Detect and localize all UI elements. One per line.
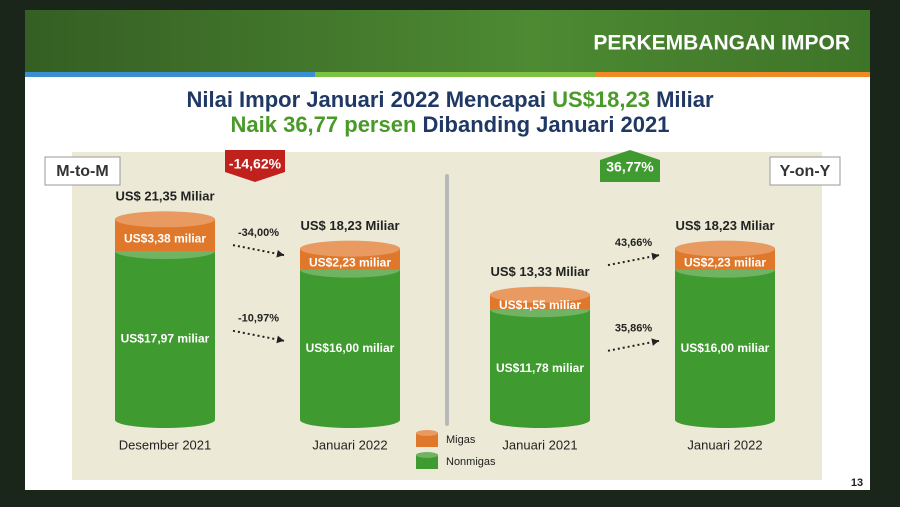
change-label: 43,66% — [615, 237, 653, 249]
headline: Nilai Impor Januari 2022 Mencapai US$18,… — [186, 87, 713, 112]
change-arrow — [607, 254, 660, 267]
bar — [490, 309, 590, 420]
header-stripe — [595, 72, 870, 77]
cylinder-cap — [300, 240, 400, 257]
change-arrow — [232, 244, 285, 257]
value-label: US$17,97 miliar — [121, 332, 210, 346]
x-tick-label: Januari 2021 — [502, 437, 577, 452]
bar — [300, 269, 400, 420]
header-title: PERKEMBANGAN IMPOR — [593, 32, 850, 55]
cylinder-cap — [115, 211, 215, 228]
legend-swatch-cap — [416, 452, 438, 458]
change-badge — [600, 150, 660, 182]
headline-highlight: US$18,23 — [552, 87, 650, 112]
cylinder-cap — [490, 286, 590, 303]
chart-label: M-to-M — [56, 163, 108, 180]
change-label: -10,97% — [238, 313, 279, 325]
total-label: US$ 13,33 Miliar — [491, 264, 590, 279]
chart-label-box — [44, 156, 121, 186]
value-label: US$16,00 miliar — [681, 341, 770, 355]
arrow-head — [651, 252, 659, 261]
total-label: US$ 18,23 Miliar — [676, 218, 775, 233]
change-label: -34,00% — [238, 227, 279, 239]
legend-swatch — [416, 433, 438, 447]
change-arrow — [232, 329, 285, 342]
bar — [115, 251, 215, 420]
x-tick-label: Desember 2021 — [119, 437, 212, 452]
value-label: US$11,78 miliar — [496, 361, 584, 375]
header-stripe — [315, 72, 595, 77]
total-label: US$ 18,23 Miliar — [301, 218, 400, 233]
headline-text: Dibanding Januari 2021 — [423, 112, 670, 137]
headline: Naik 36,77 persen Dibanding Januari 2021 — [231, 112, 670, 137]
legend-label: Migas — [446, 434, 476, 446]
value-label: US$16,00 miliar — [306, 341, 395, 355]
cylinder-cap — [675, 240, 775, 257]
legend-label: Nonmigas — [446, 456, 496, 468]
headline-text: Miliar — [656, 87, 714, 112]
page-number: 13 — [851, 477, 863, 489]
arrow-head — [276, 335, 284, 344]
x-tick-label: Januari 2022 — [312, 437, 387, 452]
arrow-head — [276, 250, 284, 258]
value-label: US$2,23 miliar — [309, 255, 391, 269]
header-band — [25, 10, 870, 74]
arrow-head — [651, 338, 659, 346]
total-label: US$ 21,35 Miliar — [116, 189, 215, 204]
bar — [675, 269, 775, 420]
change-badge-label: 36,77% — [606, 159, 654, 175]
change-badge-label: -14,62% — [229, 156, 282, 172]
headline-highlight: Naik 36,77 persen — [231, 112, 417, 137]
value-label: US$3,38 miliar — [124, 231, 206, 245]
legend-swatch — [416, 455, 438, 469]
x-tick-label: Januari 2022 — [687, 437, 762, 452]
change-label: 35,86% — [615, 323, 653, 335]
value-label: US$1,55 miliar — [499, 298, 581, 312]
change-arrow — [607, 339, 660, 352]
value-label: US$2,23 miliar — [684, 255, 766, 269]
legend-swatch-cap — [416, 430, 438, 436]
chart-label: Y-on-Y — [780, 163, 831, 180]
header-stripe — [25, 72, 315, 77]
headline-text: Nilai Impor Januari 2022 Mencapai — [186, 87, 545, 112]
chart-label-box — [769, 156, 841, 186]
change-badge — [225, 150, 285, 182]
